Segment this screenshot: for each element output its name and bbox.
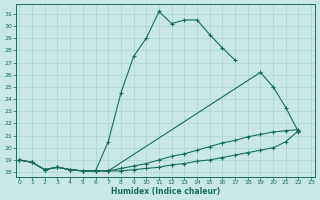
X-axis label: Humidex (Indice chaleur): Humidex (Indice chaleur) [111,187,220,196]
